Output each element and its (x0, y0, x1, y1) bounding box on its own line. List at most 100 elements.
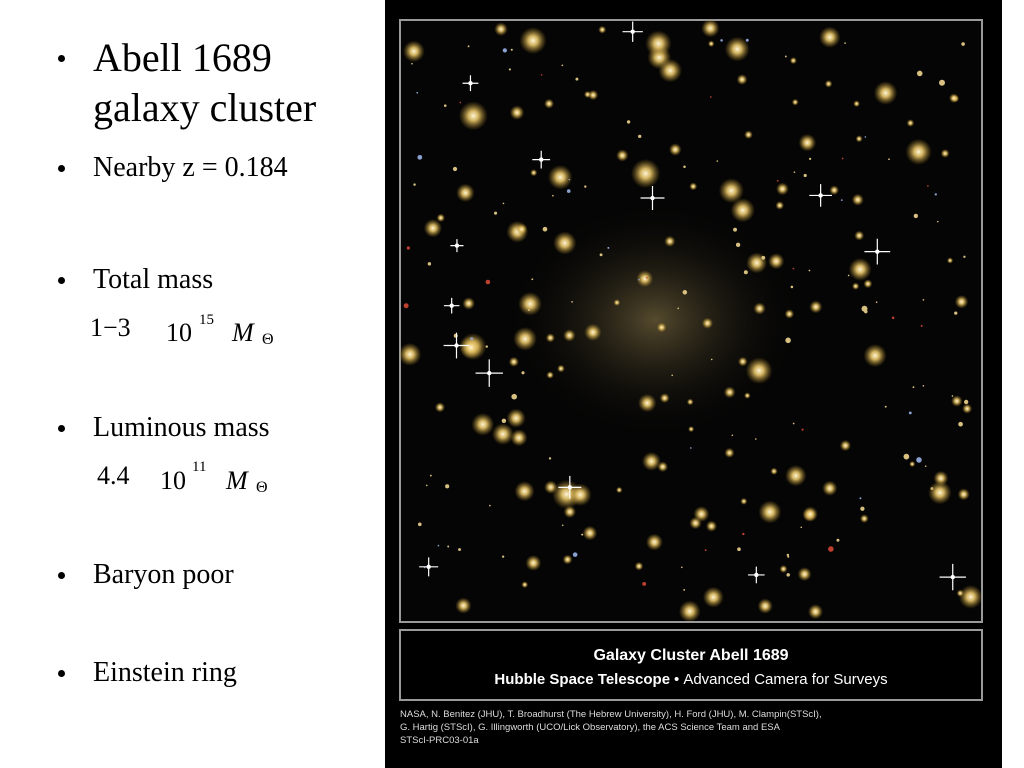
faint-galaxy (445, 484, 450, 489)
faint-galaxy (913, 213, 918, 219)
galaxy (613, 299, 621, 306)
galaxy (851, 193, 864, 206)
galaxy (779, 564, 788, 574)
galaxy (776, 182, 789, 196)
galaxy (951, 395, 963, 407)
galaxy (855, 135, 863, 143)
galaxy (723, 386, 736, 399)
star (650, 195, 655, 201)
faint-galaxy (531, 278, 534, 281)
galaxy (645, 533, 663, 551)
galaxy (785, 464, 807, 487)
faint-galaxy (443, 104, 447, 107)
galaxy (736, 74, 748, 85)
faint-galaxy (575, 77, 579, 81)
faint-galaxy (908, 411, 912, 415)
faint-galaxy (403, 303, 409, 309)
faint-galaxy (958, 421, 963, 427)
faint-galaxy (844, 42, 846, 44)
galaxy (584, 323, 602, 341)
faint-galaxy (489, 504, 491, 507)
faint-galaxy (527, 309, 530, 312)
galaxy (657, 461, 669, 473)
credit-line: STScI-PRC03-01a (400, 735, 479, 746)
galaxy (829, 185, 840, 196)
galaxy (462, 297, 475, 310)
galaxy (456, 183, 475, 203)
faint-galaxy (801, 428, 804, 431)
galaxy (770, 467, 778, 475)
faint-galaxy (731, 434, 734, 437)
galaxy (588, 89, 599, 101)
galaxy (634, 561, 644, 571)
galaxy (791, 98, 799, 106)
galaxy (819, 26, 841, 48)
faint-galaxy (607, 246, 610, 249)
galaxy (510, 429, 528, 447)
faint-galaxy (808, 269, 811, 272)
bullet-text: Abell 1689 galaxy cluster (93, 35, 317, 130)
formula-symbol: M (232, 318, 254, 347)
faint-galaxy (875, 301, 878, 304)
galaxy (958, 585, 983, 609)
galaxy (686, 398, 694, 406)
faint-galaxy (776, 179, 779, 182)
galaxy (641, 451, 661, 471)
formula-base: 10 (166, 318, 192, 347)
faint-galaxy (542, 226, 548, 232)
galaxy (946, 257, 954, 264)
galaxy (724, 36, 750, 62)
faint-galaxy (677, 307, 680, 310)
galaxy (730, 198, 755, 223)
galaxy (954, 294, 969, 309)
galaxy (459, 336, 483, 359)
faint-galaxy (642, 581, 647, 586)
bullet-text: Nearby z = 0.184 (93, 152, 288, 183)
faint-galaxy (447, 545, 450, 548)
bullet (58, 425, 65, 432)
galaxy (745, 357, 773, 385)
galaxy (506, 408, 526, 428)
galaxy (863, 279, 873, 289)
faint-galaxy (540, 74, 543, 76)
galaxy (557, 364, 565, 373)
galaxy (740, 497, 748, 505)
galaxy (563, 505, 577, 519)
faint-galaxy (743, 270, 748, 275)
galaxy (509, 105, 525, 120)
galaxy (668, 143, 682, 156)
faint-galaxy (638, 278, 640, 281)
star (449, 303, 454, 308)
faint-galaxy (920, 324, 923, 327)
faint-galaxy (406, 246, 410, 250)
galaxy (744, 392, 751, 399)
galaxy (525, 555, 542, 571)
galaxy (518, 291, 542, 316)
galaxy (802, 506, 819, 522)
star (539, 157, 544, 162)
faint-galaxy (840, 199, 843, 201)
faint-galaxy (828, 546, 834, 552)
formula-symbol: M (226, 466, 248, 495)
galaxy (909, 460, 916, 468)
galaxy (809, 300, 823, 314)
bullet-text: Luminous mass (93, 412, 270, 443)
faint-galaxy (690, 447, 692, 449)
faint-galaxy (792, 267, 795, 270)
galaxy (757, 598, 773, 614)
galaxy (737, 356, 748, 367)
faint-galaxy (735, 242, 741, 248)
faint-galaxy (548, 457, 552, 460)
faint-galaxy (961, 42, 965, 46)
star-field (398, 19, 983, 623)
formula-subscript: Θ (256, 479, 268, 496)
faint-galaxy (951, 395, 954, 397)
faint-galaxy (437, 544, 440, 547)
star (468, 81, 473, 86)
galaxy (701, 19, 720, 38)
galaxy (768, 253, 785, 270)
faint-galaxy (683, 588, 686, 591)
galaxy (645, 30, 672, 57)
faint-galaxy (511, 393, 518, 400)
galaxy (701, 317, 714, 329)
